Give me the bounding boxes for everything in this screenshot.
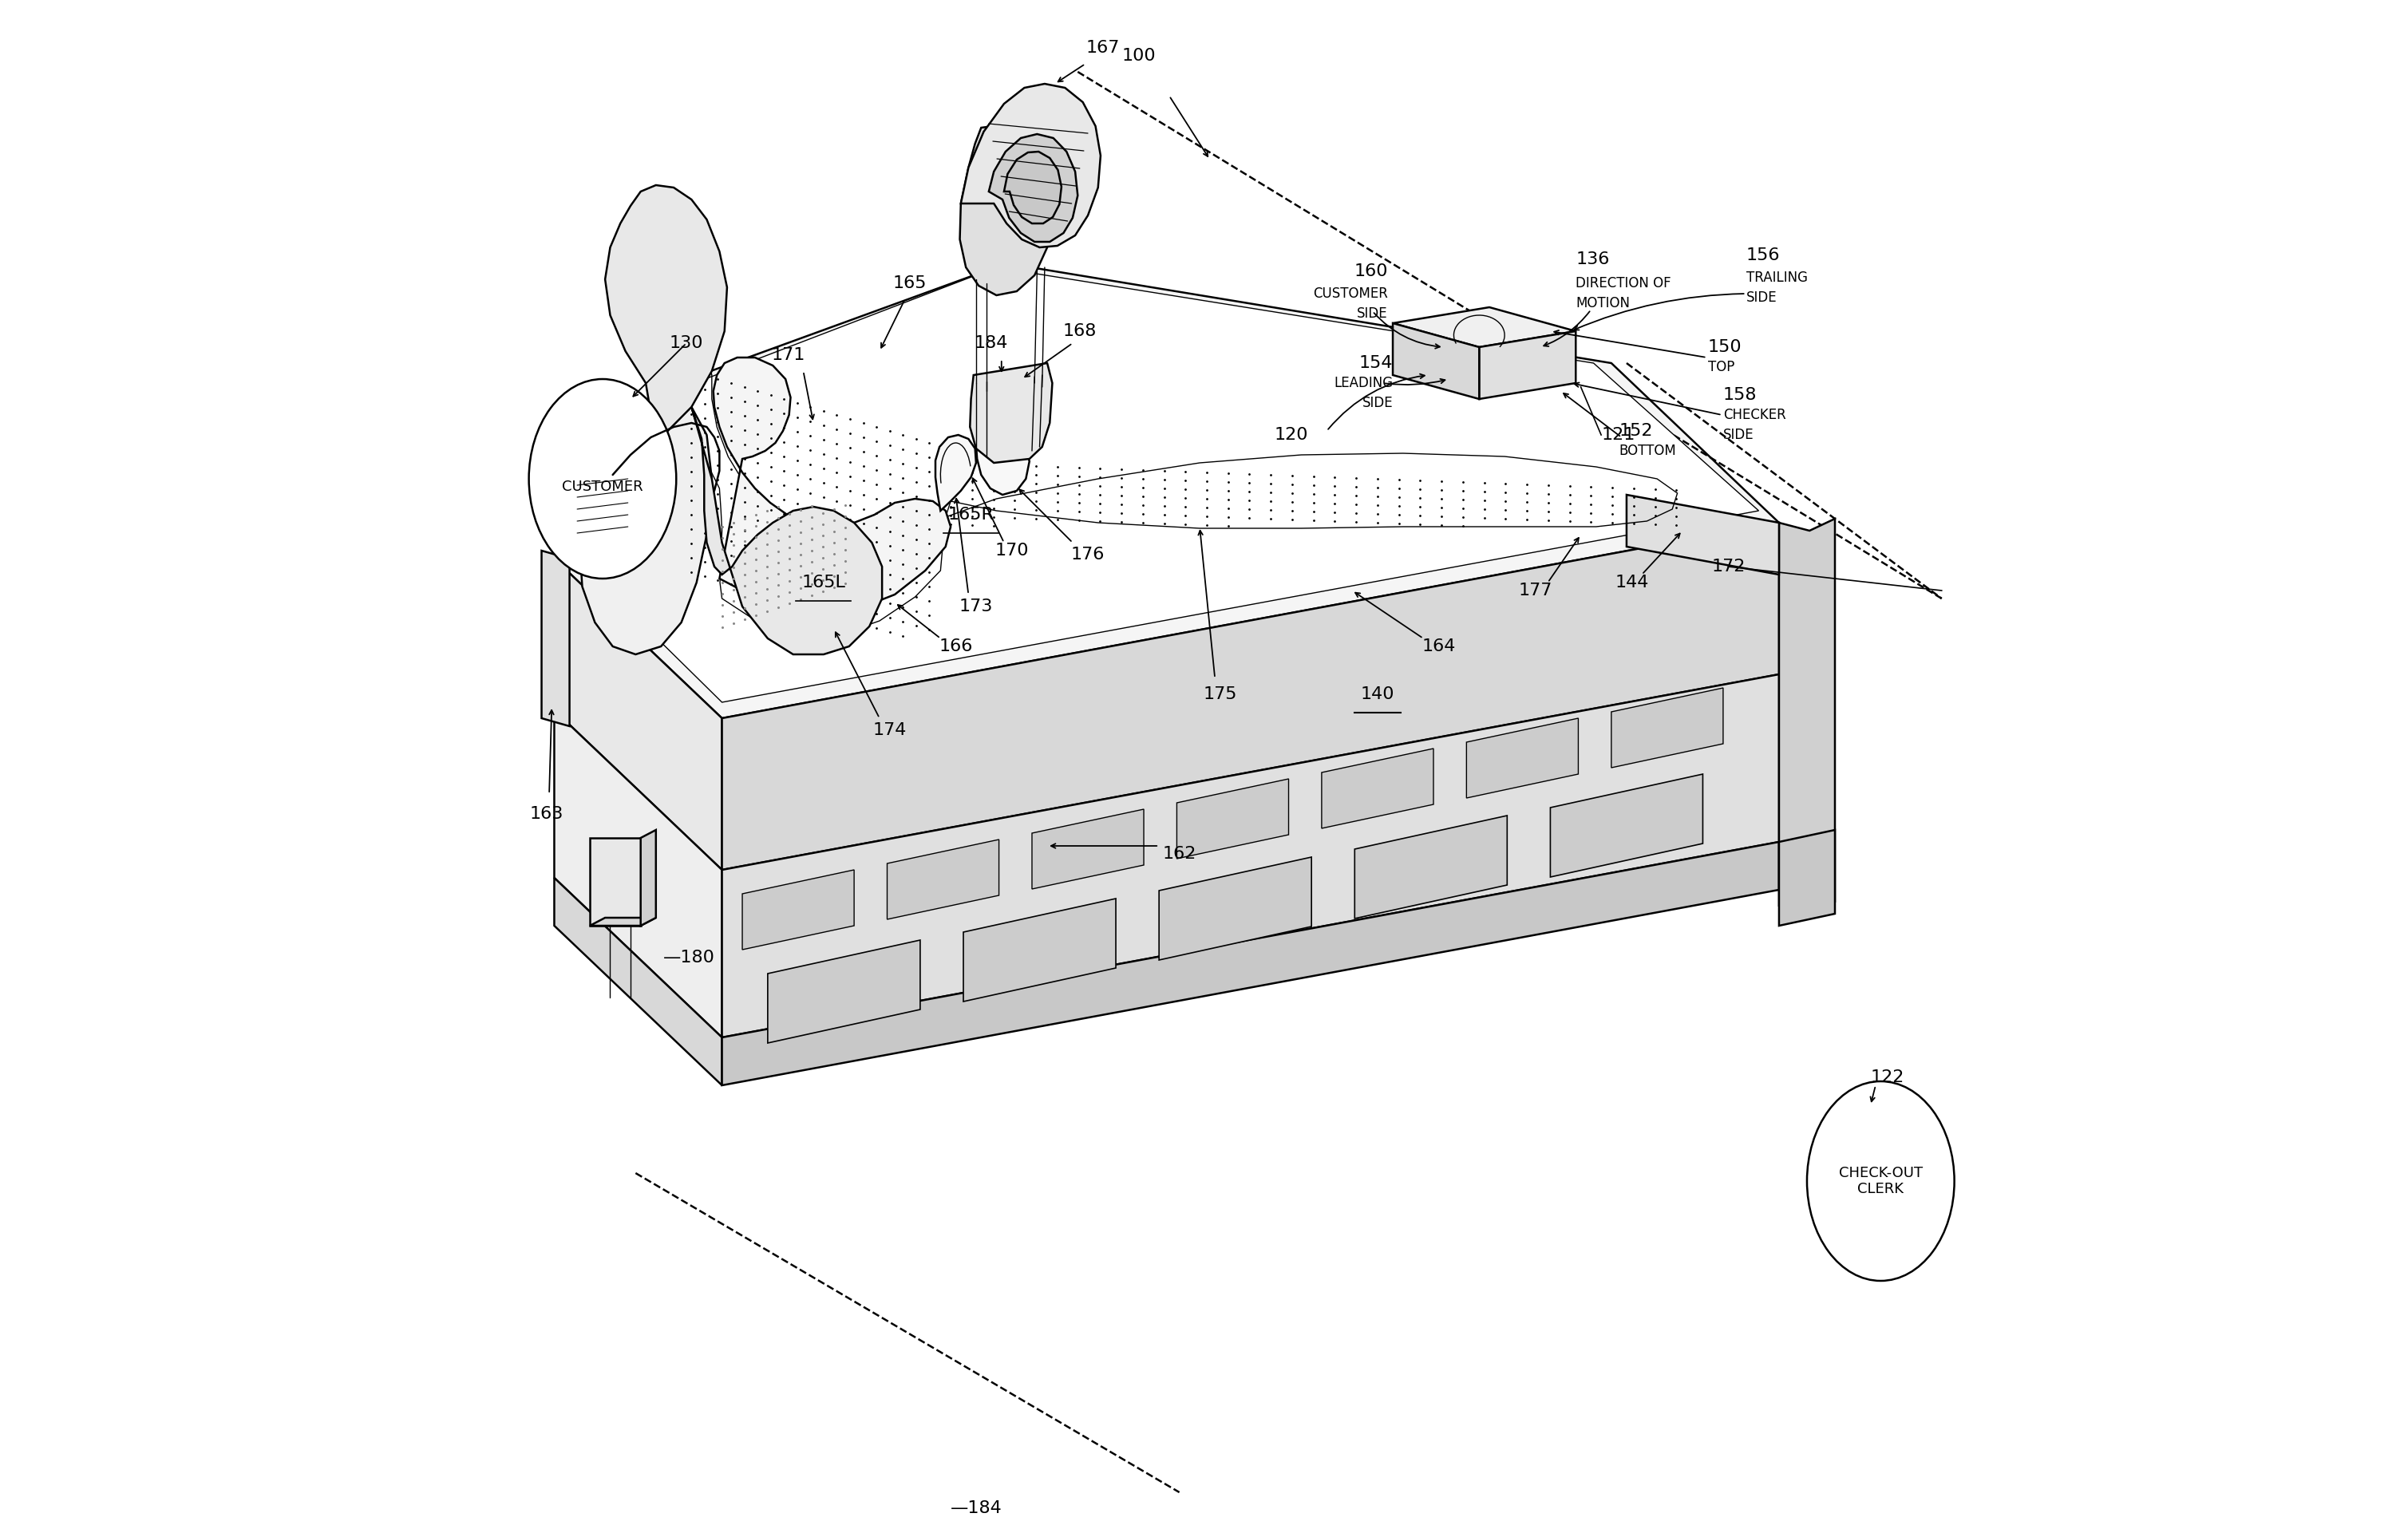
Polygon shape bbox=[573, 478, 631, 547]
Polygon shape bbox=[1392, 323, 1479, 399]
Text: CHECK-OUT
CLERK: CHECK-OUT CLERK bbox=[1840, 1165, 1922, 1197]
Polygon shape bbox=[641, 829, 655, 926]
Polygon shape bbox=[768, 940, 920, 1042]
Text: 174: 174 bbox=[872, 722, 905, 739]
Text: CUSTOMER: CUSTOMER bbox=[1312, 287, 1387, 300]
Polygon shape bbox=[1611, 688, 1724, 768]
Text: 170: 170 bbox=[995, 543, 1028, 558]
Polygon shape bbox=[961, 124, 1052, 296]
Polygon shape bbox=[961, 84, 1100, 247]
Text: 164: 164 bbox=[1421, 638, 1454, 655]
Polygon shape bbox=[691, 406, 881, 655]
Polygon shape bbox=[1033, 809, 1144, 889]
Polygon shape bbox=[580, 391, 713, 655]
Polygon shape bbox=[554, 264, 1780, 719]
Text: DIRECTION OF: DIRECTION OF bbox=[1575, 276, 1671, 290]
Text: BOTTOM: BOTTOM bbox=[1618, 443, 1676, 458]
Text: TOP: TOP bbox=[1707, 360, 1734, 374]
Text: TRAILING: TRAILING bbox=[1746, 270, 1808, 285]
Text: CHECKER: CHECKER bbox=[1724, 408, 1787, 422]
Polygon shape bbox=[1625, 495, 1780, 575]
Text: 162: 162 bbox=[1163, 846, 1197, 862]
Text: —184: —184 bbox=[951, 1501, 1002, 1516]
Text: 184: 184 bbox=[975, 336, 1009, 351]
Text: SIDE: SIDE bbox=[1724, 428, 1753, 442]
Ellipse shape bbox=[530, 379, 677, 578]
Text: 154: 154 bbox=[1358, 356, 1392, 371]
Text: 144: 144 bbox=[1616, 575, 1649, 590]
Polygon shape bbox=[1392, 307, 1575, 346]
Polygon shape bbox=[590, 918, 655, 926]
Polygon shape bbox=[573, 267, 1758, 702]
Polygon shape bbox=[713, 357, 951, 615]
Text: 175: 175 bbox=[1204, 687, 1238, 702]
Text: SIDE: SIDE bbox=[1363, 396, 1392, 411]
Polygon shape bbox=[1466, 719, 1577, 799]
Text: 172: 172 bbox=[1712, 558, 1746, 575]
Polygon shape bbox=[1158, 857, 1312, 960]
Polygon shape bbox=[554, 558, 722, 869]
Text: —180: —180 bbox=[665, 949, 715, 966]
Polygon shape bbox=[542, 550, 571, 727]
Text: 176: 176 bbox=[1072, 547, 1105, 563]
Polygon shape bbox=[1551, 774, 1702, 877]
Text: 165R: 165R bbox=[949, 507, 995, 523]
Polygon shape bbox=[1780, 829, 1835, 926]
Polygon shape bbox=[970, 363, 1052, 463]
Polygon shape bbox=[975, 437, 1031, 495]
Polygon shape bbox=[886, 840, 999, 920]
Polygon shape bbox=[1479, 331, 1575, 399]
Polygon shape bbox=[722, 842, 1780, 1085]
Text: SIDE: SIDE bbox=[1356, 307, 1387, 320]
Ellipse shape bbox=[1806, 1081, 1955, 1282]
Text: 177: 177 bbox=[1517, 583, 1553, 598]
Polygon shape bbox=[934, 435, 975, 510]
Polygon shape bbox=[1356, 816, 1507, 918]
Text: 122: 122 bbox=[1871, 1070, 1905, 1085]
Text: CUSTOMER: CUSTOMER bbox=[561, 480, 643, 494]
Text: 165L: 165L bbox=[802, 575, 845, 590]
Text: 140: 140 bbox=[1361, 687, 1394, 702]
Text: LEADING: LEADING bbox=[1334, 376, 1392, 391]
Text: 171: 171 bbox=[771, 346, 804, 363]
Text: 163: 163 bbox=[530, 806, 563, 822]
Polygon shape bbox=[722, 523, 1780, 869]
Polygon shape bbox=[722, 675, 1780, 1038]
Polygon shape bbox=[1780, 518, 1835, 914]
Text: 120: 120 bbox=[1274, 428, 1308, 443]
Polygon shape bbox=[590, 839, 641, 926]
Polygon shape bbox=[554, 878, 722, 1085]
Text: 166: 166 bbox=[939, 638, 973, 655]
Text: 173: 173 bbox=[958, 598, 992, 615]
Polygon shape bbox=[1178, 779, 1288, 858]
Text: 168: 168 bbox=[1062, 323, 1096, 339]
Text: 130: 130 bbox=[669, 336, 703, 351]
Polygon shape bbox=[990, 133, 1079, 242]
Text: 160: 160 bbox=[1353, 264, 1387, 279]
Text: 100: 100 bbox=[1122, 48, 1156, 64]
Polygon shape bbox=[1322, 748, 1433, 828]
Polygon shape bbox=[604, 185, 727, 443]
Text: 167: 167 bbox=[1086, 40, 1120, 55]
Text: 156: 156 bbox=[1746, 247, 1780, 264]
Text: 150: 150 bbox=[1707, 339, 1741, 356]
Text: 121: 121 bbox=[1601, 428, 1635, 443]
Polygon shape bbox=[554, 710, 722, 1038]
Text: 152: 152 bbox=[1618, 423, 1652, 438]
Text: MOTION: MOTION bbox=[1575, 296, 1630, 310]
Polygon shape bbox=[1004, 152, 1062, 224]
Text: SIDE: SIDE bbox=[1746, 290, 1777, 305]
Polygon shape bbox=[742, 869, 855, 949]
Text: 165: 165 bbox=[893, 276, 927, 291]
Text: 158: 158 bbox=[1724, 386, 1758, 403]
Polygon shape bbox=[963, 898, 1115, 1001]
Text: 136: 136 bbox=[1575, 251, 1609, 267]
